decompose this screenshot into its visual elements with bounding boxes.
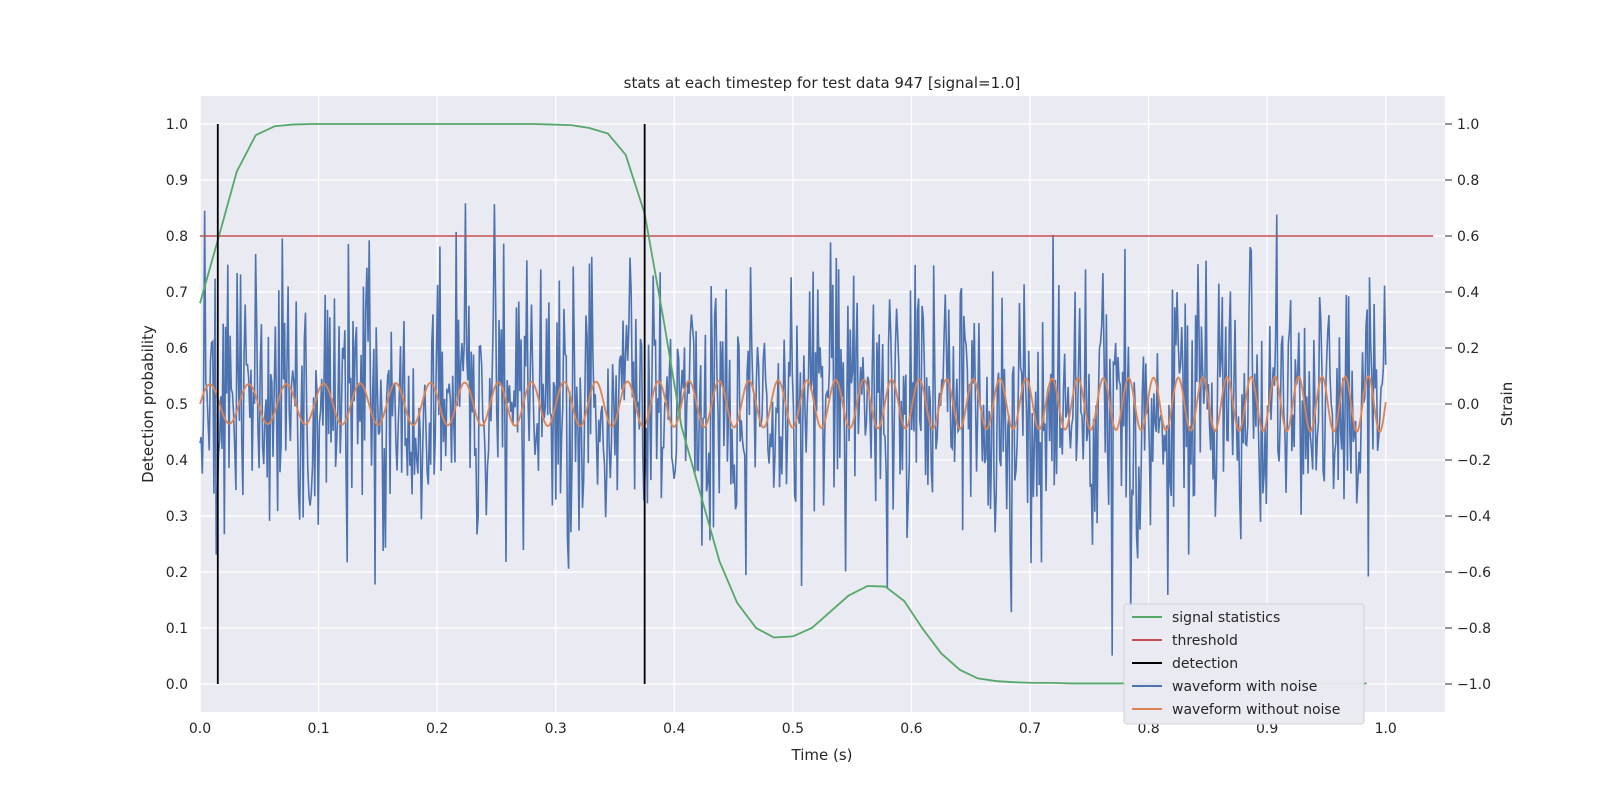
y-left-axis-label: Detection probability — [139, 325, 157, 483]
y-left-tick-label: 0.9 — [166, 173, 188, 189]
y-right-tick-label: 0.6 — [1457, 229, 1479, 245]
y-left-ticks: 0.0 0.1 0.2 0.3 0.4 0.5 0.6 0.7 0.8 0.9 1.0 — [166, 117, 188, 693]
y-right-tick-label: −0.4 — [1457, 509, 1491, 525]
y-right-axis-label: Strain — [1498, 382, 1516, 426]
y-left-tick-label: 0.8 — [166, 229, 188, 245]
series-line-waveform-without-noise — [199, 374, 1387, 434]
y-right-tick-label: 0.8 — [1457, 173, 1479, 189]
x-tick-label: 0.9 — [1256, 721, 1278, 737]
legend-label-signal-statistics: signal statistics — [1172, 610, 1280, 626]
y-left-tick-label: 0.6 — [166, 341, 188, 357]
y-right-tick-label: 1.0 — [1457, 117, 1479, 133]
y-left-tick-label: 0.4 — [166, 453, 188, 469]
y-left-tick-label: 0.5 — [166, 397, 188, 413]
y-left-tick-label: 0.1 — [166, 621, 188, 637]
y-right-tick-label: 0.0 — [1457, 397, 1479, 413]
y-right-tick-label: 0.2 — [1457, 341, 1479, 357]
x-tick-label: 0.0 — [189, 721, 211, 737]
x-ticks: 0.0 0.1 0.2 0.3 0.4 0.5 0.6 0.7 0.8 0.9 1.0 — [189, 721, 1397, 737]
legend-box — [1123, 603, 1365, 725]
chart-title: stats at each timestep for test data 947… — [624, 74, 1021, 92]
y-right-ticks: −1.0 −0.8 −0.6 −0.4 −0.2 0.0 0.2 0.4 0.6 0.8 1.0 — [1445, 117, 1491, 693]
legend-label-waveform-with-noise: waveform with noise — [1172, 679, 1317, 695]
x-tick-label: 0.5 — [782, 721, 804, 737]
x-tick-label: 0.8 — [1137, 721, 1159, 737]
y-right-tick-label: −1.0 — [1457, 677, 1491, 693]
y-left-tick-label: 0.7 — [166, 285, 188, 301]
x-tick-label: 0.2 — [426, 721, 448, 737]
series-layer — [199, 123, 1434, 685]
x-tick-label: 0.4 — [663, 721, 685, 737]
legend: signal statistics threshold detection wa… — [1123, 603, 1365, 725]
y-left-tick-label: 1.0 — [166, 117, 188, 133]
series-line-waveform-with-noise — [199, 203, 1387, 656]
x-axis-label: Time (s) — [791, 746, 853, 764]
y-right-tick-label: −0.8 — [1457, 621, 1491, 637]
y-right-tick-label: −0.6 — [1457, 565, 1491, 581]
legend-label-waveform-without-noise: waveform without noise — [1172, 702, 1340, 718]
y-left-tick-label: 0.2 — [166, 565, 188, 581]
y-left-tick-label: 0.0 — [166, 677, 188, 693]
x-tick-label: 0.3 — [545, 721, 567, 737]
y-right-tick-label: −0.2 — [1457, 453, 1491, 469]
x-tick-label: 0.7 — [1019, 721, 1041, 737]
x-tick-label: 1.0 — [1375, 721, 1397, 737]
y-right-tick-label: 0.4 — [1457, 285, 1479, 301]
legend-label-detection: detection — [1172, 656, 1238, 672]
legend-label-threshold: threshold — [1172, 633, 1238, 649]
y-left-tick-label: 0.3 — [166, 509, 188, 525]
x-tick-label: 0.6 — [900, 721, 922, 737]
x-tick-label: 0.1 — [307, 721, 329, 737]
